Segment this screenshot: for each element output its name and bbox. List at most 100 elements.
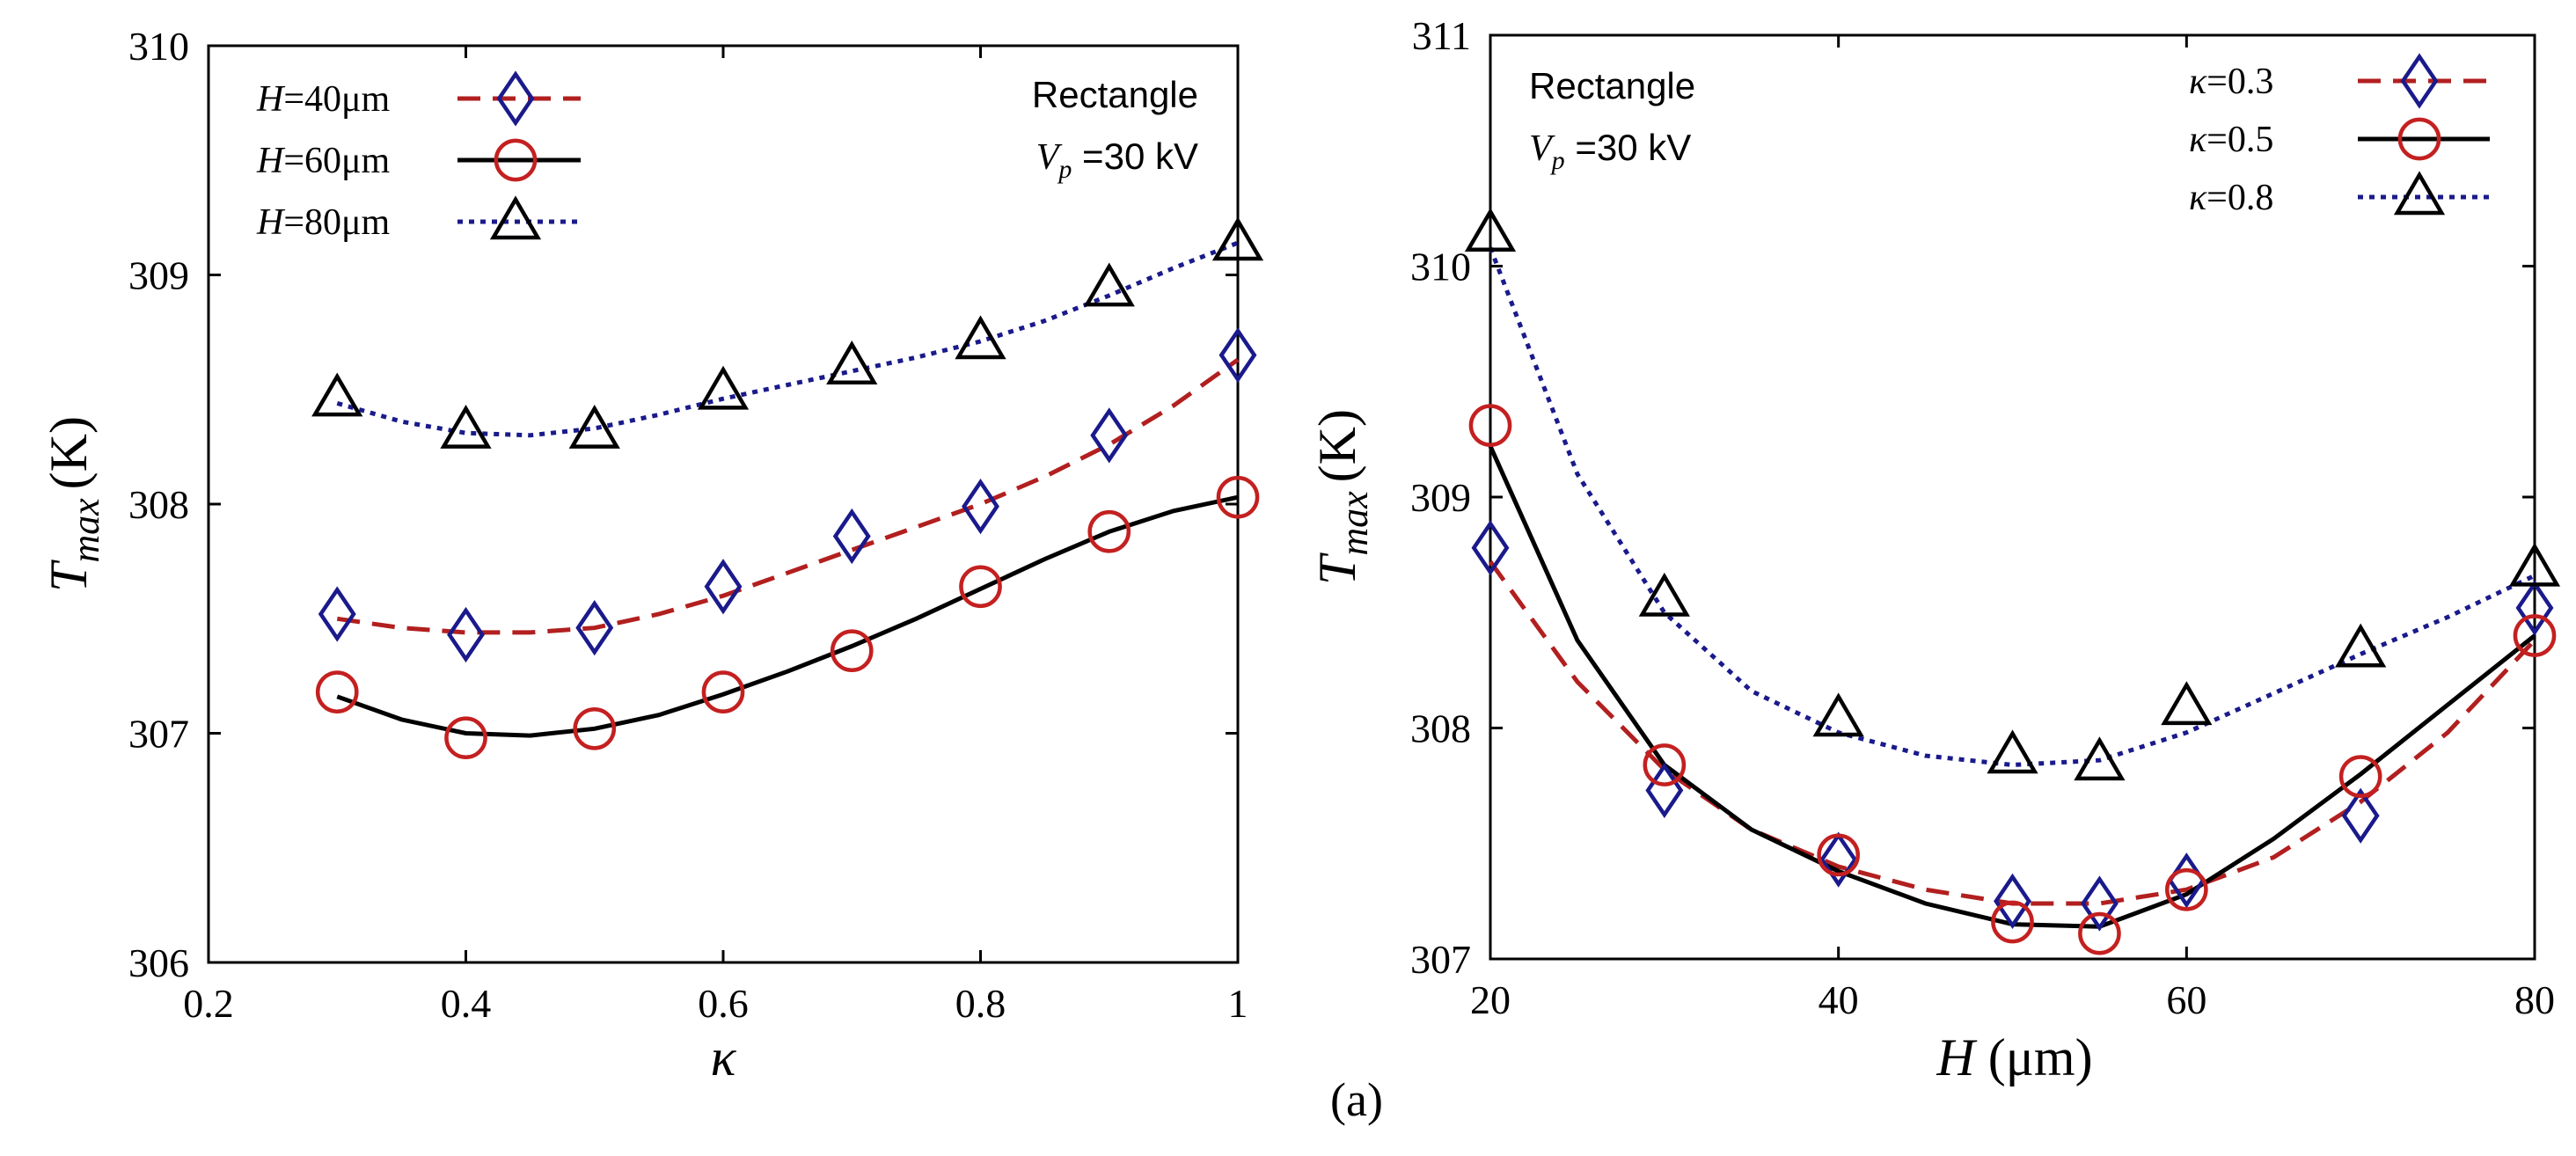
right-ann-v: V	[1529, 128, 1555, 169]
right-y-axis-label: Tmax (K)	[1308, 409, 1376, 585]
right-legend-marker-1	[2400, 53, 2439, 109]
left-chart-panel: 0.2 0.4 0.6 0.8 1 306 307 308 309 310 κ Tmax (K) R…	[40, 24, 1264, 1086]
left-series-3-point	[311, 372, 363, 417]
left-y-tick-label: 307	[128, 712, 189, 757]
right-x-tick-label: 60	[2166, 977, 2206, 1022]
left-series-1-point	[1218, 327, 1257, 384]
right-series-2-point	[1468, 404, 1512, 447]
left-series-2-point	[1087, 509, 1131, 553]
right-legend-var: κ	[2189, 178, 2207, 218]
left-series-1-point	[318, 586, 356, 642]
right-legend-label-2: κ=0.5	[2189, 120, 2273, 160]
right-legend-value: =0.8	[2206, 178, 2273, 218]
left-legend-label-3: H=80μm	[256, 202, 391, 243]
right-y-tick-label: 309	[1410, 475, 1471, 520]
right-series-3-point	[2335, 623, 2387, 668]
right-series-3-point	[1464, 208, 1517, 252]
left-y-tick-label: 310	[128, 24, 189, 69]
right-series-2-point	[2513, 614, 2557, 657]
right-series-1-point	[1471, 520, 1510, 576]
left-series-3-point	[955, 315, 1006, 360]
left-legend-var: H	[256, 202, 286, 243]
left-annotation-voltage: Vp =30 kV	[1036, 135, 1198, 184]
right-legend-value: =0.3	[2206, 62, 2273, 102]
left-legend-value: =40μm	[283, 79, 390, 120]
right-plot-frame	[1489, 33, 2536, 961]
right-series-1-point	[2515, 580, 2554, 636]
right-annotation-voltage: Vp =30 kV	[1529, 127, 1691, 175]
right-x-tick-label: 80	[2514, 977, 2555, 1022]
left-x-tick-label: 0.2	[183, 981, 234, 1026]
left-series-3-point	[1083, 262, 1135, 307]
right-series-2-point	[2338, 755, 2382, 798]
left-y-label-main: T	[40, 560, 98, 592]
figure-panel-label: (a)	[1330, 1073, 1383, 1126]
left-ann-v-value: =30 kV	[1072, 135, 1198, 177]
right-series-1-point	[1994, 873, 2031, 929]
left-series-1-point	[575, 600, 614, 656]
left-series-2-point	[959, 565, 1002, 609]
left-axis-ticks: 0.2 0.4 0.6 0.8 1 306 307 308 309 310	[128, 24, 1248, 1026]
left-series-3-point	[440, 404, 492, 449]
right-legend-value: =0.5	[2206, 120, 2273, 160]
right-series-1-point	[2341, 787, 2380, 844]
left-legend-var: H	[256, 141, 286, 181]
left-series-1-curve	[336, 357, 1240, 635]
right-legend-var: κ	[2189, 62, 2207, 102]
left-series-markers	[311, 216, 1264, 760]
left-legend-value: =60μm	[283, 141, 390, 181]
left-series-2-point	[701, 670, 745, 713]
right-series-3-point	[2161, 681, 2213, 726]
left-series-1-point	[962, 478, 999, 535]
right-x-label-var: H	[1936, 1028, 1978, 1086]
right-series-3-point	[1987, 729, 2038, 774]
right-ann-v-value: =30 kV	[1565, 127, 1692, 168]
right-chart-panel: 20 40 60 80 307 308 309 310 311 H (μm) Tmax (K) R…	[1308, 13, 2561, 1086]
left-series-curves	[336, 240, 1240, 738]
right-y-tick-label: 308	[1410, 706, 1471, 751]
left-legend-label-1: H=40μm	[256, 79, 391, 120]
left-ann-v: V	[1036, 137, 1063, 178]
left-y-label-unit: (K)	[40, 416, 98, 489]
right-series-3-point	[1638, 572, 1690, 617]
right-x-axis-label: H (μm)	[1936, 1028, 2092, 1086]
left-series-2-curve	[336, 494, 1239, 738]
left-plot-frame	[207, 44, 1240, 964]
left-series-1-point	[832, 508, 871, 565]
right-series-2-point	[1817, 833, 1860, 877]
left-series-1-point	[704, 559, 743, 615]
left-x-tick-label: 0.8	[955, 981, 1006, 1026]
left-x-axis-label: κ	[711, 1028, 737, 1086]
right-y-label-main: T	[1308, 552, 1366, 585]
right-series-2-point	[1643, 743, 1687, 787]
left-y-tick-label: 309	[128, 253, 189, 298]
right-axis-ticks: 20 40 60 80 307 308 309 310 311	[1410, 13, 2555, 1022]
right-y-tick-label: 311	[1412, 13, 1471, 58]
right-legend-label-3: κ=0.8	[2189, 178, 2273, 218]
left-y-tick-label: 308	[128, 482, 189, 527]
left-x-tick-label: 0.4	[441, 981, 492, 1026]
left-y-tick-label: 306	[128, 940, 189, 985]
right-y-label-sub: max	[1333, 491, 1376, 556]
left-series-3-point	[568, 404, 620, 449]
left-legend-marker-3	[489, 195, 542, 240]
left-series-3-point	[697, 365, 750, 410]
right-series-3-point	[2074, 736, 2126, 781]
left-series-1-point	[447, 606, 485, 663]
right-series-markers	[1464, 208, 2561, 955]
right-series-2-point	[1991, 900, 2034, 944]
right-series-2-point	[2078, 911, 2121, 955]
right-x-label-unit: (μm)	[1975, 1028, 2093, 1086]
left-legend-label-2: H=60μm	[256, 141, 391, 181]
right-y-tick-label: 310	[1410, 245, 1471, 289]
left-y-label-sub: max	[64, 498, 107, 563]
right-legend-marker-2	[2397, 117, 2441, 161]
right-series-1-point	[2080, 875, 2119, 932]
right-series-2-curve	[1488, 445, 2536, 929]
left-legend-marker-1	[496, 70, 535, 127]
right-annotation-shape: Rectangle	[1529, 65, 1695, 106]
left-x-tick-label: 0.6	[698, 981, 749, 1026]
left-series-2-point	[573, 706, 617, 750]
